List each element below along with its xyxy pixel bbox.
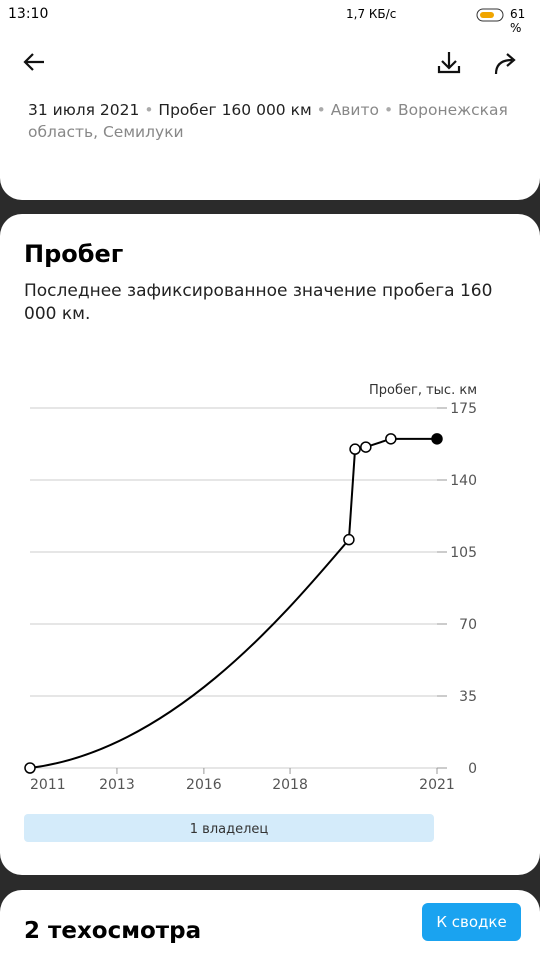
owner-label: 1 владелец bbox=[190, 822, 269, 837]
card-title: Пробег bbox=[24, 240, 124, 268]
card-description: Последнее зафиксированное значение пробе… bbox=[24, 281, 493, 324]
data-point bbox=[349, 443, 361, 455]
back-button[interactable] bbox=[23, 53, 44, 71]
data-point bbox=[24, 762, 36, 774]
status-time: 13:10 bbox=[8, 6, 49, 22]
mileage: Пробег 160 000 км bbox=[158, 101, 312, 119]
status-speed: 1,7 КБ/с bbox=[346, 7, 397, 21]
status-battery: 61 % bbox=[510, 7, 526, 35]
x-tick-label: 2011 bbox=[30, 777, 66, 793]
y-tick-label: 105 bbox=[450, 545, 477, 561]
data-point bbox=[343, 533, 355, 546]
record-info: 31 июля 2021 • Пробег 160 000 км • Авито… bbox=[28, 101, 508, 141]
y-tick-label: 140 bbox=[450, 473, 477, 489]
top-card: 13:10 1,7 КБ/с 61 % 31 июля 2021 • Пробе… bbox=[0, 0, 540, 200]
y-tick-label: 35 bbox=[459, 689, 477, 705]
mileage-card: Пробег Последнее зафиксированное значени… bbox=[0, 214, 540, 875]
y-axis-title: Пробег, тыс. км bbox=[369, 383, 477, 398]
date: 31 июля 2021 bbox=[28, 101, 140, 119]
data-point bbox=[385, 433, 397, 445]
source: Авито bbox=[330, 101, 380, 119]
data-point bbox=[431, 433, 443, 445]
chart: Пробег, тыс. км 0 35 70 105 140 175 2011 2013 201… bbox=[24, 383, 477, 842]
battery-icon bbox=[476, 8, 504, 22]
download-button[interactable] bbox=[437, 52, 461, 74]
icons bbox=[23, 8, 516, 75]
x-tick-label: 2013 bbox=[99, 777, 135, 793]
x-tick-label: 2016 bbox=[186, 777, 222, 793]
y-tick-label: 0 bbox=[468, 761, 477, 777]
data-point bbox=[360, 441, 372, 453]
mileage-line bbox=[29, 437, 437, 769]
location: Воронежская область, Семилуки bbox=[28, 101, 508, 141]
inspection-card: 2 техосмотра К сводке bbox=[0, 890, 540, 960]
owner-band bbox=[24, 814, 434, 842]
inspection-title: 2 техосмотра bbox=[24, 918, 202, 944]
x-tick-label: 2018 bbox=[272, 777, 308, 793]
summary-button[interactable]: К сводке bbox=[422, 903, 521, 941]
share-button[interactable] bbox=[494, 53, 516, 75]
battery-level bbox=[480, 12, 494, 18]
x-tick-label: 2021 bbox=[419, 777, 455, 793]
y-tick-label: 175 bbox=[450, 401, 477, 417]
y-tick-label: 70 bbox=[459, 617, 477, 633]
